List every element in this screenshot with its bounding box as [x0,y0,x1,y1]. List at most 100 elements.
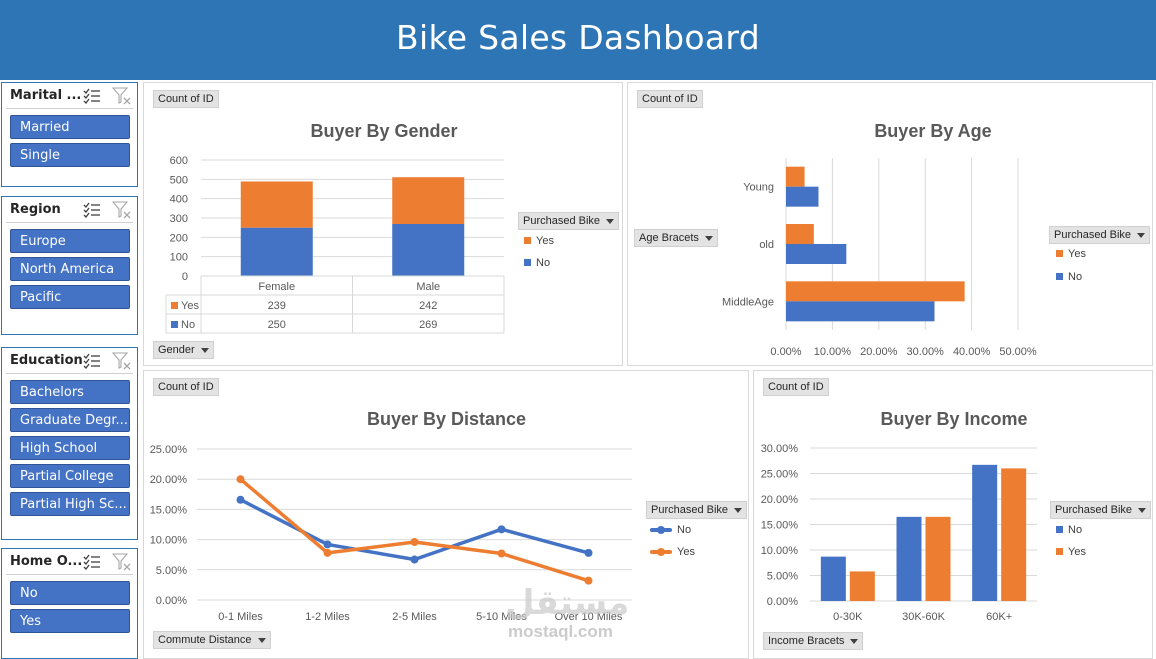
bar-no [240,227,313,276]
legend-filter-button[interactable]: Purchased Bike [1049,226,1151,244]
age-axis-label: Age Bracets [639,232,699,244]
category-label: 60K+ [986,611,1012,623]
table-swatch [171,302,178,309]
slicer-header: Region [6,197,133,223]
chevron-down-icon [200,347,209,353]
bar-no [820,556,846,601]
category-label: 2-5 Miles [392,611,437,623]
legend-yes: Yes [524,235,554,247]
bar-no [972,464,998,601]
clear-filter-icon[interactable] [112,352,132,370]
slicer-item[interactable]: Europe [10,229,130,253]
gender-axis-button[interactable]: Gender [153,341,214,359]
legend-no: No [1056,524,1082,536]
legend-title: Purchased Bike [1055,504,1133,516]
y-tick-label: 25.00% [150,444,188,456]
count-of-id-button[interactable]: Count of ID [153,378,219,396]
legend-filter-button[interactable]: Purchased Bike [518,212,620,230]
y-tick-label: 10.00% [150,535,188,547]
bar-yes [786,224,814,244]
line-series-no [239,498,589,562]
table-cell: 250 [268,319,286,331]
legend-no-label: No [536,257,551,269]
slicer-item[interactable]: Married [10,115,130,139]
category-label: old [759,239,774,251]
clear-filter-icon[interactable] [112,201,132,219]
dashboard-header: Bike Sales Dashboard [0,0,1156,80]
point-yes [236,475,245,484]
point-no [323,540,332,549]
slicer-item[interactable]: Partial High Sc... [10,492,130,516]
slicer-item[interactable]: Graduate Degr... [10,408,130,432]
multi-select-icon[interactable] [83,201,101,219]
legend-yes: Yes [1056,546,1086,558]
slicer-item[interactable]: Pacific [10,285,130,309]
watermark-url: mostaql.com [508,622,613,641]
legend-yes: Yes [1056,248,1086,260]
count-of-id-button[interactable]: Count of ID [637,90,703,108]
slicer-region: Region Europe North America Pacific [1,196,138,335]
y-tick-label: 500 [170,174,188,186]
line-series-yes [239,477,590,583]
chevron-down-icon [704,235,713,241]
y-tick-label: 0.00% [156,595,187,607]
legend-swatch-no [1056,526,1063,533]
slicer-title: Education [10,353,83,368]
category-label: 0-30K [833,611,863,623]
slicer-item[interactable]: High School [10,436,130,460]
category-label: 1-2 Miles [305,611,350,623]
legend-yes-label: Yes [677,546,695,558]
y-tick-label: 25.00% [761,469,799,481]
count-of-id-button[interactable]: Count of ID [763,378,829,396]
legend-filter-button[interactable]: Purchased Bike [646,501,748,519]
slicer-item[interactable]: Single [10,143,130,167]
legend-swatch-yes [524,237,531,244]
bar-yes [240,181,313,228]
multi-select-icon[interactable] [83,87,101,105]
slicer-title: Region [10,202,61,217]
category-label: 0-1 Miles [218,611,263,623]
legend-filter-button[interactable]: Purchased Bike [1050,501,1152,519]
category-label: Young [743,182,774,194]
legend-title: Purchased Bike [651,504,729,516]
legend-title: Purchased Bike [1054,229,1132,241]
y-tick-label: 15.00% [150,504,188,516]
chart-title: Buyer By Gender [310,121,458,141]
slicer-item[interactable]: No [10,581,130,605]
bar-no [786,186,819,207]
table-cell: 242 [419,300,437,312]
count-of-id-button[interactable]: Count of ID [153,90,219,108]
distance-chart: 25.00% 20.00% 15.00% 10.00% 5.00% 0.00% 0-1 Mi… [150,444,632,623]
slicer-title: Home O... [10,554,83,569]
bar-yes [1001,468,1027,601]
chart-title: Buyer By Income [880,409,1028,429]
age-chart: 0.00% 10.00% 20.00% 30.00% 40.00% 50.00% Young… [722,158,1037,358]
legend-yes-label: Yes [536,235,554,247]
y-tick-label: 100 [170,252,188,264]
legend-line-yes [650,548,672,557]
bar-no [896,516,922,601]
distance-axis-button[interactable]: Commute Distance [153,631,271,649]
watermark-logo: مستقل [505,584,630,622]
legend-swatch-yes [1056,548,1063,555]
category-label: Over 10 Miles [555,611,623,623]
bar-no [786,244,847,264]
clear-filter-icon[interactable] [112,553,132,571]
clear-filter-icon[interactable] [112,87,132,105]
x-tick-label: 0.00% [770,346,801,358]
age-axis-button[interactable]: Age Bracets [634,229,718,247]
slicer-item[interactable]: North America [10,257,130,281]
chevron-down-icon [1137,232,1146,238]
point-yes [584,576,593,585]
income-axis-button[interactable]: Income Bracets [763,632,864,650]
slicer-item[interactable]: Yes [10,609,130,633]
multi-select-icon[interactable] [83,553,101,571]
slicer-header: Home O... [6,549,133,575]
multi-select-icon[interactable] [83,352,101,370]
gender-chart: 600 500 400 300 200 100 0 Female Male Yes 239 242 No… [165,155,505,334]
bar-yes [392,177,465,224]
slicer-item[interactable]: Partial College [10,464,130,488]
x-tick-label: 40.00% [953,346,991,358]
x-tick-label: 10.00% [814,346,852,358]
slicer-item[interactable]: Bachelors [10,380,130,404]
